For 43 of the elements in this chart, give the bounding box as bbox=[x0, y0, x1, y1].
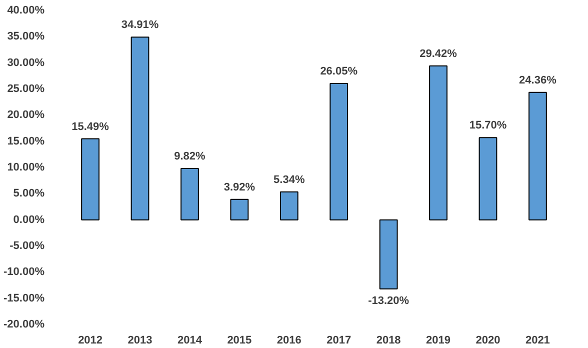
x-tick-label: 2019 bbox=[426, 334, 451, 346]
data-label: -13.20% bbox=[368, 294, 410, 307]
x-tick-label: 2017 bbox=[326, 334, 352, 346]
y-tick-label: 35.00% bbox=[7, 30, 45, 43]
x-tick-label: 2018 bbox=[376, 334, 401, 346]
y-tick-label: -10.00% bbox=[4, 266, 45, 278]
bar bbox=[130, 36, 150, 220]
x-tick-label: 2014 bbox=[177, 334, 203, 346]
data-label: 26.05% bbox=[320, 66, 358, 78]
data-label: 3.92% bbox=[224, 181, 256, 194]
bar bbox=[379, 219, 398, 290]
data-label: 9.82% bbox=[174, 150, 206, 162]
y-tick-label: -5.00% bbox=[10, 240, 45, 252]
bar bbox=[528, 92, 547, 220]
bar bbox=[180, 168, 199, 220]
x-tick-label: 2015 bbox=[227, 334, 252, 346]
x-tick-label: 2021 bbox=[525, 334, 550, 346]
bar bbox=[478, 137, 498, 220]
data-label: 15.70% bbox=[469, 120, 507, 132]
y-tick-label: 5.00% bbox=[13, 188, 45, 200]
y-tick-label: 40.00% bbox=[7, 4, 45, 16]
y-tick-label: 10.00% bbox=[7, 162, 45, 174]
bar bbox=[330, 83, 348, 220]
x-tick-label: 2013 bbox=[128, 334, 152, 346]
bar bbox=[429, 65, 448, 220]
data-label: 24.36% bbox=[519, 74, 557, 86]
y-tick-label: 20.00% bbox=[7, 109, 45, 122]
y-tick-label: 0.00% bbox=[13, 214, 45, 226]
y-tick-label: 15.00% bbox=[7, 135, 45, 148]
data-label: 29.42% bbox=[420, 48, 458, 60]
data-label: 15.49% bbox=[72, 120, 110, 133]
data-label: 5.34% bbox=[274, 174, 305, 186]
x-tick-label: 2020 bbox=[476, 334, 500, 346]
x-tick-label: 2016 bbox=[276, 334, 302, 346]
bar bbox=[81, 138, 100, 220]
y-tick-label: 30.00% bbox=[7, 56, 45, 69]
bar bbox=[230, 198, 249, 220]
y-tick-label: 25.00% bbox=[7, 83, 45, 95]
bar bbox=[280, 191, 298, 220]
y-tick-label: -20.00% bbox=[4, 318, 45, 330]
x-tick-label: 2012 bbox=[78, 334, 103, 346]
data-label: 34.91% bbox=[121, 19, 159, 32]
y-tick-label: -15.00% bbox=[4, 292, 45, 304]
